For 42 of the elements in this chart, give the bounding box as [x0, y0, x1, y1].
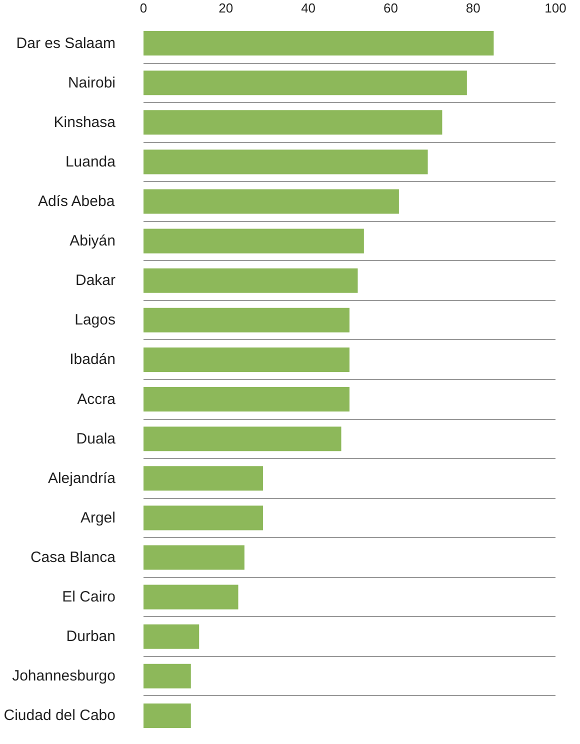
bar — [144, 228, 364, 254]
bar — [144, 545, 244, 570]
y-tick-label: Duala — [76, 430, 116, 448]
x-tick-label: 0 — [140, 0, 148, 16]
y-tick-label: Ciudad del Cabo — [4, 707, 116, 724]
bar — [144, 150, 428, 174]
bar — [144, 624, 200, 649]
x-tick-label: 80 — [466, 0, 480, 16]
x-tick-label: 20 — [218, 0, 234, 16]
y-tick-label: Kinshasa — [54, 114, 116, 131]
y-tick-label: El Cairo — [62, 588, 116, 606]
y-tick-label: Alejandría — [48, 470, 116, 487]
bar — [144, 308, 350, 332]
y-tick-label: Durban — [66, 628, 116, 646]
y-tick-label: Nairobi — [68, 74, 116, 92]
bar — [144, 426, 342, 452]
y-tick-label: Adís Abeba — [38, 193, 116, 210]
y-tick-label: Luanda — [65, 153, 116, 170]
y-tick-label: Dakar — [75, 272, 116, 290]
y-tick-label: Abiyán — [70, 232, 116, 250]
bar — [144, 31, 494, 56]
y-tick-label: Accra — [77, 390, 116, 408]
bar — [144, 584, 238, 610]
bar — [144, 466, 263, 491]
x-tick-label: 40 — [301, 0, 316, 16]
x-tick-label: 60 — [383, 0, 398, 16]
y-tick-label: Ibadán — [70, 351, 116, 368]
y-tick-label: Casa Blanca — [30, 549, 116, 566]
y-tick-label: Lagos — [74, 312, 116, 329]
bar — [144, 110, 442, 135]
x-tick-label: 100 — [544, 0, 566, 16]
bar — [144, 506, 263, 530]
bar — [144, 70, 467, 96]
bar — [144, 189, 399, 214]
bar — [144, 664, 191, 688]
bar — [144, 347, 350, 372]
bar — [144, 268, 358, 293]
bar — [144, 387, 350, 412]
y-tick-label: Dar es Salaam — [16, 34, 116, 52]
y-tick-label: Argel — [80, 509, 116, 526]
y-tick-label: Johannesburgo — [12, 668, 116, 685]
bar — [144, 703, 191, 728]
